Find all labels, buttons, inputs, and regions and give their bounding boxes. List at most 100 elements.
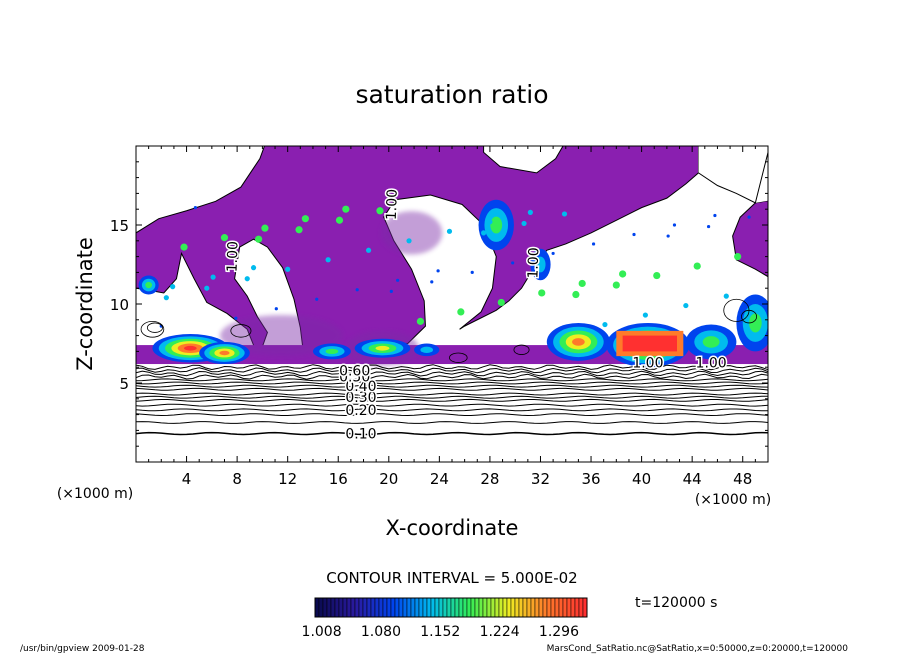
cloud-speck — [527, 209, 533, 215]
cloud-speck — [315, 297, 319, 301]
colorbar-cell — [498, 597, 504, 618]
cloud-speck — [250, 265, 257, 271]
contour-loop — [146, 322, 163, 333]
colorbar-cell — [502, 597, 508, 618]
cloud-speck — [653, 271, 661, 280]
cloud-patch-4 — [312, 343, 351, 360]
colorbar-cell — [322, 597, 328, 618]
cloud-speck — [642, 312, 648, 318]
colorbar-cell — [406, 597, 412, 618]
contour-line — [136, 392, 768, 396]
cloud-speck — [602, 321, 608, 328]
cloud-speck — [572, 290, 580, 299]
colorbar-cell — [430, 597, 436, 618]
cloud-patch-6 — [546, 322, 611, 361]
colorbar-cell — [370, 597, 376, 618]
colorbar-cell — [542, 597, 548, 618]
cloud-patch-2 — [199, 341, 250, 365]
cloud-patch-12 — [138, 275, 159, 295]
colorbar-cell — [506, 597, 512, 618]
contour-line — [136, 395, 768, 399]
x-tick-label: 20 — [379, 470, 398, 488]
footer-right: MarsCond_SatRatio.nc@SatRatio,x=0:50000,… — [547, 644, 849, 654]
cloud-speck — [612, 281, 620, 289]
contour-label: 0.60 — [339, 363, 370, 379]
colorbar-cell — [470, 597, 476, 618]
colorbar-cell — [486, 597, 492, 618]
x-axis-ticks: 4 8 12 16 20 24 28 32 36 40 44 48 — [148, 146, 756, 488]
cloud-speck — [301, 215, 309, 223]
contour-line — [136, 387, 768, 391]
colorbar-cell — [382, 597, 388, 618]
contour-line — [136, 378, 768, 382]
cloud-speck — [693, 262, 701, 270]
contour-line — [136, 384, 768, 388]
colorbar-tick-label: 1.296 — [539, 624, 579, 640]
colorbar-cell — [546, 597, 552, 618]
colorbar-cell — [458, 597, 464, 618]
contour-label: 0.40 — [345, 379, 376, 395]
cloud-speck — [170, 284, 176, 290]
clear-region-top-right — [698, 146, 768, 203]
colorbar-cell — [394, 597, 400, 618]
x-tick-label: 36 — [581, 470, 600, 488]
y-axis-label: Z-coordinate — [73, 237, 97, 371]
colorbar-cell — [474, 597, 480, 618]
cloud-patch-3 — [354, 338, 411, 358]
cloud-speck — [406, 238, 412, 244]
contour-line — [136, 370, 768, 377]
colorbar-cell — [582, 597, 588, 618]
x-axis-unit-left: (×1000 m) — [57, 486, 133, 502]
colorbar-cell — [462, 597, 468, 618]
colorbar-cell — [390, 597, 396, 618]
x-tick-label: 44 — [683, 470, 702, 488]
cloud-speck — [619, 270, 627, 278]
colorbar-cell — [482, 597, 488, 618]
contour-label: 1.00 — [384, 189, 401, 221]
colorbar-cell — [362, 597, 368, 618]
colorbar-cell — [494, 597, 500, 618]
x-tick-label: 28 — [480, 470, 499, 488]
contour-loop — [230, 324, 252, 338]
contour-labels: 0.10 0.200.300.400.500.60 1.00 1.00 1.00 1.00… — [223, 187, 728, 444]
colorbar-cell — [374, 597, 380, 618]
colorbar-cell — [414, 597, 420, 618]
contour-loop — [741, 309, 758, 324]
contour-label: 0.50 — [339, 370, 370, 386]
cloud-speck — [255, 235, 263, 243]
contour-label: 1.00 — [225, 241, 242, 273]
x-tick-label: 16 — [329, 470, 348, 488]
colorbar-cell — [570, 597, 576, 618]
contour-label: 1.00 — [696, 355, 727, 371]
y-tick-label: 15 — [110, 217, 129, 235]
colorbar-tick-labels: 1.008 1.080 1.152 1.224 1.296 — [302, 624, 580, 640]
colorbar-cell — [334, 597, 340, 618]
cloud-speck — [234, 316, 238, 320]
colorbar-cell — [518, 597, 524, 618]
cloud-patch-10 — [478, 199, 514, 251]
contour-line — [136, 367, 768, 374]
cloud-speck — [430, 280, 434, 284]
cloud-speck — [538, 289, 546, 297]
colorbar-cell — [466, 597, 472, 618]
cloud-speck — [551, 251, 555, 256]
colorbar-cell — [402, 597, 408, 618]
y-axis-ticks: 5 10 15 — [110, 161, 768, 447]
cloud-speck — [591, 242, 596, 246]
colorbar-cell — [350, 597, 356, 618]
contour-label: 1.00 — [525, 247, 542, 279]
colorbar-cell — [358, 597, 364, 618]
colorbar-cell — [422, 597, 428, 618]
x-tick-label: 32 — [531, 470, 550, 488]
contour-label: 1.00 — [632, 355, 663, 371]
contour-loop — [513, 344, 530, 355]
colorbar-cell — [418, 597, 424, 618]
colorbar-cell — [346, 597, 352, 618]
contour-loop — [140, 320, 165, 338]
cloud-speck — [365, 247, 372, 253]
x-tick-label: 8 — [232, 470, 242, 488]
colorbar-cell — [446, 597, 452, 618]
colorbar-cell — [478, 597, 484, 618]
colorbar-cell — [330, 597, 336, 618]
cloud-speck — [747, 215, 751, 219]
